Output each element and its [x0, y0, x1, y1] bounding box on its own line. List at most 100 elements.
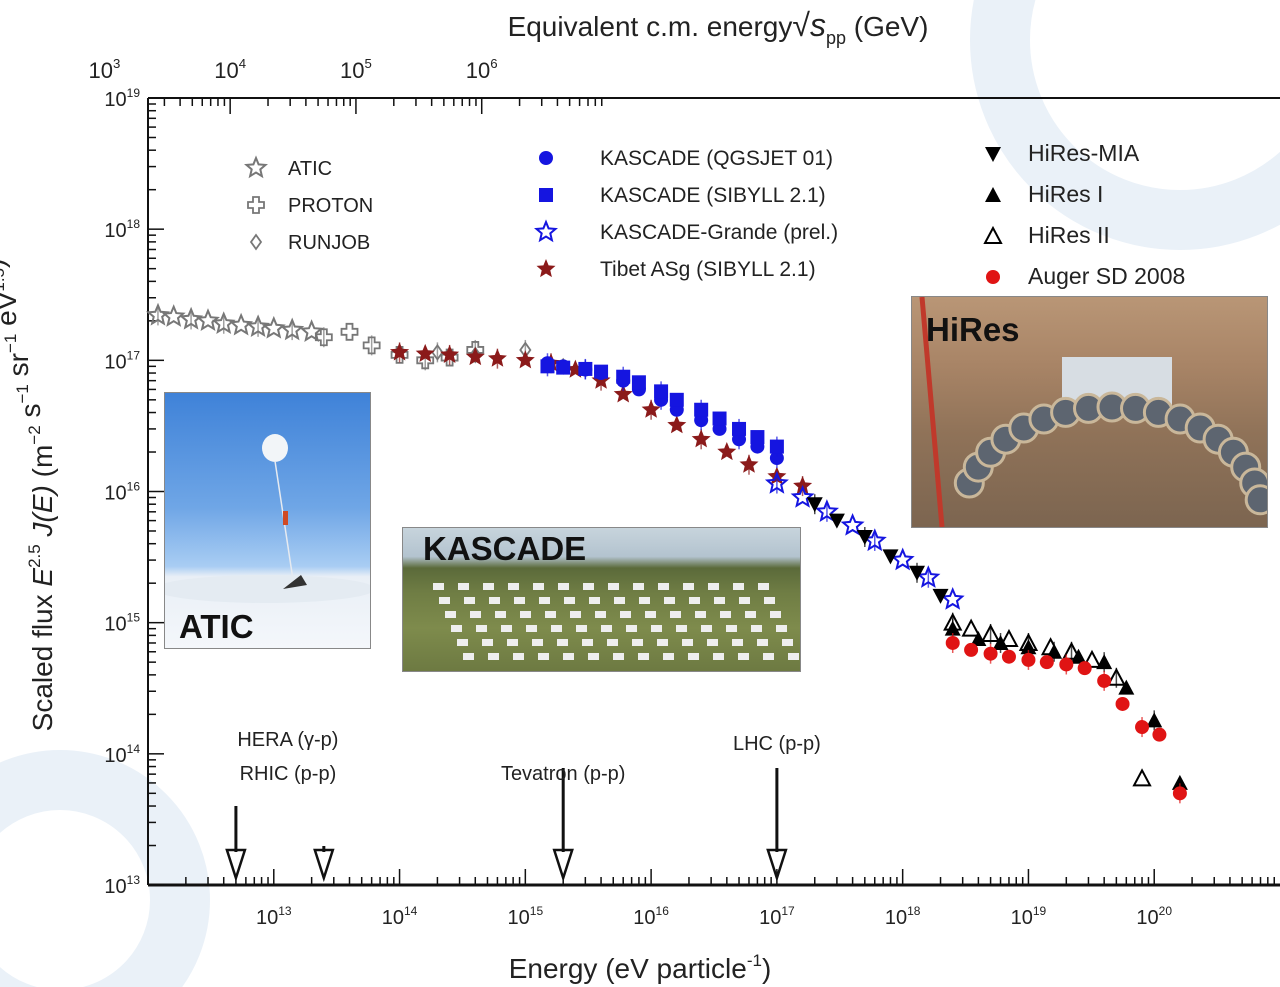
data-point: [631, 375, 646, 390]
x-tick-label: 1016: [633, 904, 669, 929]
x-tick-label: 1020: [1136, 904, 1172, 929]
legend-label: ATIC: [288, 158, 332, 180]
detector-hut: [663, 653, 674, 660]
detector-hut: [638, 653, 649, 660]
atic-photo: ATIC: [164, 392, 371, 649]
data-point: [1077, 661, 1092, 676]
detector-hut: [720, 611, 731, 618]
x-tick-label: 1015: [508, 904, 544, 929]
accelerator-label: LHC (p-p): [733, 733, 821, 755]
data-point: [465, 347, 485, 366]
series-hires-i: [944, 618, 1188, 790]
detector-hut: [670, 611, 681, 618]
data-point: [980, 623, 1001, 642]
detector-hut: [588, 653, 599, 660]
y-tick-label: 1019: [104, 86, 140, 111]
detector-hut: [758, 583, 769, 590]
data-point: [1061, 641, 1082, 660]
detector-hut: [545, 611, 556, 618]
legend-marker: [247, 196, 265, 214]
detector-hut: [651, 625, 662, 632]
detector-hut: [688, 653, 699, 660]
series-kascade-grande-prel-: [764, 470, 965, 610]
legend-label: HiRes II: [1028, 222, 1110, 248]
detector-hut: [476, 625, 487, 632]
data-point: [616, 369, 631, 384]
y-tick-label: 1018: [104, 217, 140, 242]
data-point: [340, 322, 359, 341]
x-tick-label: 1018: [885, 904, 921, 929]
detector-hut: [726, 625, 737, 632]
data-point: [261, 315, 286, 339]
x-tick-label: 1013: [256, 904, 292, 929]
detector-hut: [608, 583, 619, 590]
detector-hut: [513, 653, 524, 660]
data-point: [415, 343, 435, 362]
detector-hut: [732, 639, 743, 646]
data-point: [769, 451, 784, 466]
y-axis-title: Scaled flux E2.5 J(E) (m−2 s−1 sr−1 eV1.…: [0, 259, 58, 732]
data-point: [890, 547, 915, 571]
detector-hut: [557, 639, 568, 646]
series-tibet-asg-sibyll-2-1-: [390, 342, 813, 497]
detector-hut: [482, 639, 493, 646]
x-tick-label: 1017: [759, 904, 795, 929]
data-point: [1059, 657, 1074, 672]
legend-label: HiRes I: [1028, 181, 1103, 207]
detector-hut: [508, 583, 519, 590]
legend-label: KASCADE (QGSJET 01): [600, 147, 833, 170]
data-point: [469, 346, 482, 364]
accelerator-arrow-head: [313, 848, 335, 883]
data-point: [314, 328, 333, 347]
accelerator-label: RHIC (p-p): [240, 763, 337, 785]
detector-hut: [745, 611, 756, 618]
data-point: [1039, 655, 1054, 670]
accelerator-label: Tevatron (p-p): [501, 763, 626, 785]
data-point: [908, 565, 925, 581]
legend-marker: [534, 219, 558, 243]
data-point: [1115, 696, 1130, 711]
series-hires-ii: [943, 612, 1152, 787]
data-point: [856, 529, 873, 545]
detector-hut: [708, 583, 719, 590]
data-point: [828, 513, 845, 529]
data-point: [145, 302, 171, 326]
data-point: [945, 635, 960, 650]
detector-hut: [495, 611, 506, 618]
detector-hut: [514, 597, 525, 604]
y-tick-label: 1017: [104, 348, 140, 373]
top-tick-label: 104: [214, 56, 246, 83]
detector-hut: [620, 611, 631, 618]
y-tick-label: 1015: [104, 611, 140, 636]
detector-hut: [707, 639, 718, 646]
legend-label: PROTON: [288, 195, 373, 217]
detector-hut: [451, 625, 462, 632]
detector-hut: [489, 597, 500, 604]
detector-hut: [683, 583, 694, 590]
detector-hut: [582, 639, 593, 646]
data-point: [750, 430, 765, 445]
detector-hut: [576, 625, 587, 632]
series-kascade-sibyll-2-1-: [540, 356, 784, 457]
top-axis-title: Equivalent c.m. energy√spp (GeV): [508, 7, 929, 48]
detector-hut: [695, 611, 706, 618]
hires-tower: [919, 297, 945, 527]
x-tick-label: 1019: [1011, 904, 1047, 929]
detector-hut: [507, 639, 518, 646]
data-point: [1146, 712, 1163, 728]
kascade-photo: KASCADE: [402, 527, 801, 672]
data-point: [540, 359, 555, 374]
legend-label: KASCADE (SIBYLL 2.1): [600, 184, 826, 207]
data-point: [440, 344, 460, 363]
data-point: [712, 411, 727, 426]
data-point: [790, 484, 815, 508]
detector-hut: [483, 583, 494, 590]
hires-mirror: [1244, 484, 1267, 516]
data-point: [1132, 768, 1152, 787]
data-point: [840, 513, 865, 536]
data-point: [161, 304, 186, 327]
data-point: [1082, 649, 1102, 668]
detector-hut: [595, 611, 606, 618]
detector-hut: [539, 597, 550, 604]
detector-hut: [488, 653, 499, 660]
